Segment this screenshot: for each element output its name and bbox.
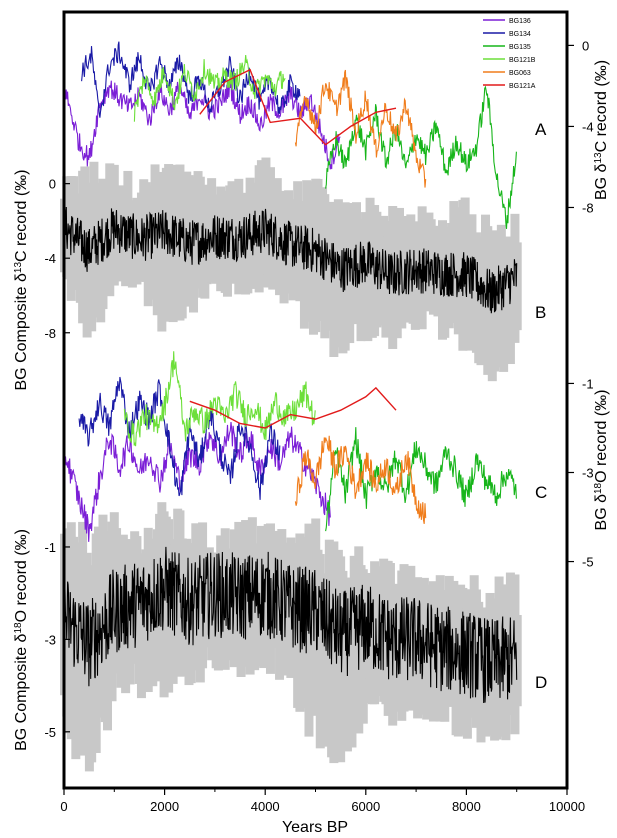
left-tick-label: -1 [44, 540, 56, 555]
x-tick-label: 0 [60, 799, 67, 814]
composite-line-d [63, 546, 518, 704]
axis-ticks: 0 2000 4000 6000 8000 10000 0 -4 -8 -1 -3 -5 0 -4 -8 -1… [44, 38, 593, 814]
right-axis-title-upper: BG δ13C record (‰) [593, 60, 611, 200]
series-line-bg063-a [294, 69, 427, 188]
left-tick-label: -4 [44, 251, 56, 266]
uncertainty-bar-b [512, 242, 522, 331]
right-tick-label: 0 [582, 38, 589, 53]
series-line-bg134-c [78, 376, 281, 500]
legend-label-bg135: BG135 [509, 44, 531, 51]
series-line-bg135-a [325, 85, 517, 229]
right-tick-label: -3 [582, 466, 594, 481]
panel-label-d: D [535, 673, 547, 692]
series-line-bg121b-a [133, 54, 286, 122]
left-tick-label: 0 [49, 177, 56, 192]
x-tick-label: 8000 [452, 799, 481, 814]
left-tick-label: -3 [44, 632, 56, 647]
legend-label-bg121a: BG121A [509, 83, 536, 90]
x-tick-label: 6000 [351, 799, 380, 814]
legend: BG136 BG134 BG135 BG121B BG063 BG121A [483, 18, 536, 90]
series-line-bg121b-c [123, 351, 316, 447]
series-lines [63, 41, 518, 704]
left-axis-title-lower: BG Composite δ18O record (‰) [13, 529, 31, 751]
x-tick-label: 4000 [251, 799, 280, 814]
composite-line-b [63, 206, 518, 314]
panel-label-b: B [535, 303, 546, 322]
left-tick-label: -8 [44, 326, 56, 341]
x-tick-label: 10000 [549, 799, 585, 814]
uncertainty-bar-d [512, 615, 522, 707]
x-tick-label: 2000 [150, 799, 179, 814]
left-axis-title-upper: BG Composite δ13C record (‰) [13, 170, 31, 391]
legend-label-bg136: BG136 [509, 18, 531, 25]
series-line-bg136-a [64, 79, 341, 170]
left-tick-label: -5 [44, 725, 56, 740]
series-line-bg121a-a [199, 68, 397, 146]
legend-label-bg063: BG063 [509, 70, 531, 77]
legend-label-bg121b: BG121B [509, 57, 536, 64]
right-tick-label: -1 [582, 376, 594, 391]
series-line-bg134-a [81, 41, 301, 118]
uncertainty-bands [60, 157, 522, 772]
series-line-bg135-c [325, 427, 517, 532]
panel-label-c: C [535, 483, 547, 502]
series-line-bg063-c [294, 435, 427, 525]
x-axis-title: Years BP [282, 819, 348, 836]
right-tick-label: -4 [582, 119, 594, 134]
legend-label-bg134: BG134 [509, 31, 531, 38]
right-tick-label: -8 [582, 200, 594, 215]
right-axis-title-lower: BG δ18O record (‰) [593, 390, 611, 531]
series-line-bg121a-c [189, 386, 397, 429]
right-tick-label: -5 [582, 555, 594, 570]
panel-label-a: A [535, 120, 547, 139]
